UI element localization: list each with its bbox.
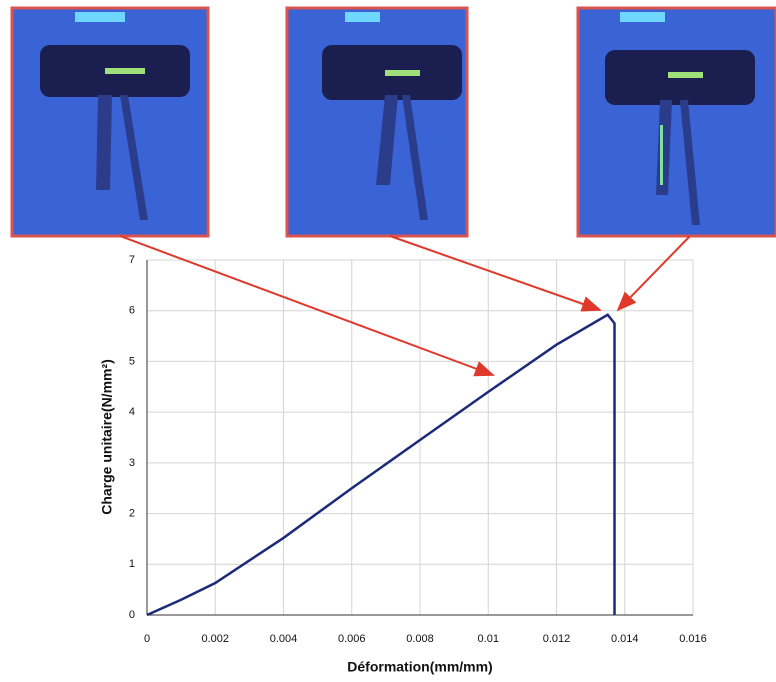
y-tick-label: 1 — [129, 558, 135, 570]
y-tick-label: 6 — [129, 305, 135, 317]
x-tick-label: 0.002 — [201, 633, 229, 645]
x-tick-label: 0 — [144, 633, 150, 645]
x-tick-label: 0.008 — [406, 633, 434, 645]
x-tick-label: 0.006 — [338, 633, 366, 645]
photo-panel — [576, 6, 776, 238]
y-axis-label: Charge unitaire(N/mm²) — [99, 359, 115, 515]
y-tick-label: 2 — [129, 507, 135, 519]
y-tick-label: 0 — [129, 609, 135, 621]
x-tick-label: 0.012 — [543, 633, 571, 645]
plot-area: 0 1 2 3 4 5 6 7 0 0.002 0.004 0.006 0.008 0.01 0.012 0.… — [129, 254, 707, 645]
arrows — [119, 235, 691, 377]
photo-panel — [285, 6, 469, 238]
y-tick-label: 5 — [129, 355, 135, 367]
x-axis-label: Déformation(mm/mm) — [347, 659, 492, 675]
data-line — [146, 313, 616, 617]
x-tick-label: 0.004 — [270, 633, 298, 645]
y-tick-label: 4 — [129, 406, 135, 418]
x-tick-label: 0.01 — [478, 633, 499, 645]
y-tick-label: 7 — [129, 254, 135, 266]
x-tick-label: 0.014 — [611, 633, 639, 645]
photo-panel — [10, 6, 210, 238]
x-tick-label: 0.016 — [679, 633, 707, 645]
y-tick-label: 3 — [129, 457, 135, 469]
